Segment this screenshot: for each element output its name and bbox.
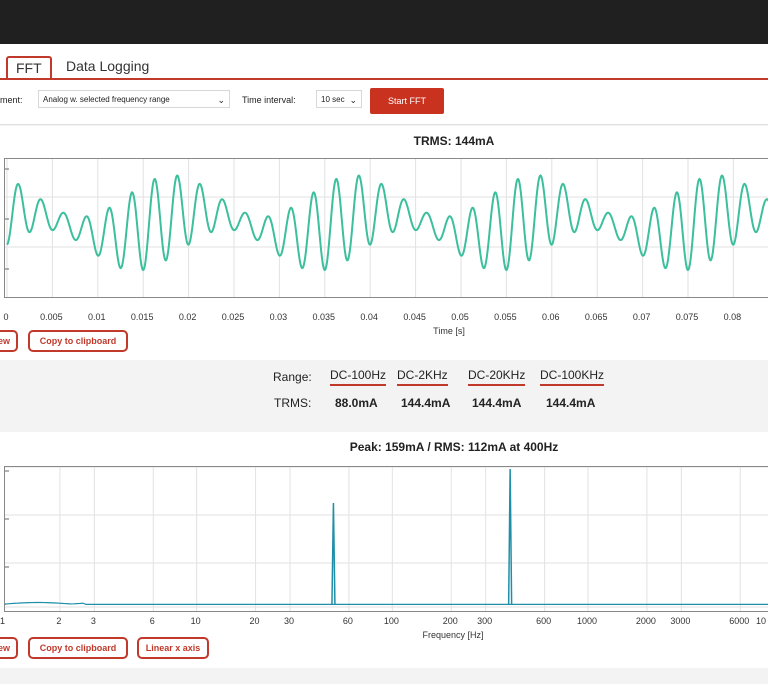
- waveform-series-line: [6, 174, 768, 272]
- time-interval-label: Time interval:: [242, 95, 296, 105]
- spectrum-plot: [4, 466, 768, 612]
- x-tick-label: 3000: [670, 616, 691, 626]
- x-tick-label: 3: [90, 616, 96, 626]
- x-tick-label: 0.02: [178, 312, 197, 322]
- chevron-down-icon: ⌄: [349, 95, 357, 105]
- time-interval-select-value: 10 sec: [321, 95, 345, 104]
- spectrum-peak: [507, 468, 513, 606]
- start-fft-button[interactable]: Start FFT: [370, 88, 444, 114]
- chevron-down-icon: ⌄: [217, 95, 225, 105]
- measurement-select-value: Analog w. selected frequency range: [43, 95, 170, 104]
- x-tick-label: 0.005: [40, 312, 63, 322]
- measurement-label: ment:: [0, 95, 23, 105]
- x-tick-label: 200: [442, 616, 458, 626]
- x-tick-label: 0: [3, 312, 9, 322]
- x-tick-label: 0.065: [584, 312, 608, 322]
- spectrum-baseline: [4, 601, 768, 605]
- x-tick-label: 0.05: [451, 312, 469, 322]
- x-tick-label: 6000: [729, 616, 750, 626]
- x-tick-label: 10: [756, 616, 767, 626]
- tab-data-logging[interactable]: Data Logging: [66, 58, 150, 74]
- x-tick-label: 10: [190, 616, 201, 626]
- x-tick-label: 0.055: [494, 312, 517, 322]
- x-tick-label: 20: [249, 616, 260, 626]
- x-tick-label: 0.045: [403, 312, 426, 322]
- trms-row-label: TRMS:: [274, 396, 312, 410]
- linear-x-axis-button[interactable]: Linear x axis: [137, 637, 209, 659]
- x-tick-label: 30: [284, 616, 295, 626]
- range-header: DC-2KHz: [397, 368, 448, 386]
- tab-underline: [0, 78, 768, 80]
- trms-value: 88.0mA: [335, 396, 378, 410]
- range-header: DC-100Hz: [330, 368, 387, 386]
- view-button[interactable]: ew: [0, 330, 18, 352]
- waveform-title: TRMS: 144mA: [413, 134, 495, 148]
- range-row-label: Range:: [273, 370, 312, 384]
- x-tick-label: 0.07: [632, 312, 651, 322]
- time-interval-select[interactable]: 10 sec ⌄: [316, 90, 362, 108]
- x-tick-label: 100: [383, 616, 399, 626]
- x-tick-label: 2: [56, 616, 62, 626]
- x-tick-label: 0.035: [312, 312, 336, 322]
- x-tick-label: 6: [149, 616, 155, 626]
- waveform-x-title: Time [s]: [433, 326, 465, 336]
- x-tick-label: 2000: [635, 616, 656, 626]
- window-top-bar: [0, 0, 768, 44]
- spectrum-title: Peak: 159mA / RMS: 112mA at 400Hz: [349, 440, 559, 454]
- x-tick-label: 0.08: [723, 312, 742, 322]
- x-tick-label: 1: [0, 616, 6, 626]
- x-tick-label: 60: [342, 616, 353, 626]
- x-tick-label: 300: [477, 616, 493, 626]
- x-tick-label: 0.075: [675, 312, 699, 322]
- waveform-plot: [4, 158, 768, 298]
- range-header: DC-100KHz: [540, 368, 605, 386]
- spectrum-x-title: Frequency [Hz]: [422, 630, 484, 640]
- waveform-panel: TRMS: 144mA 0 0.005 0.01 0.015 0.02 0.025 0.03…: [0, 126, 768, 360]
- trms-value: 144.4mA: [546, 396, 596, 410]
- trms-value: 144.4mA: [472, 396, 522, 410]
- tab-bar: FFT Data Logging: [0, 44, 768, 80]
- tab-fft[interactable]: FFT: [6, 56, 52, 78]
- x-tick-label: 0.015: [130, 312, 154, 322]
- x-tick-label: 0.025: [221, 312, 245, 322]
- app-window: FFT Data Logging ment: Analog w. selecte…: [0, 44, 768, 684]
- copy-to-clipboard-button[interactable]: Copy to clipboard: [28, 330, 128, 352]
- measurement-select[interactable]: Analog w. selected frequency range ⌄: [38, 90, 230, 108]
- spectrum-chart: [4, 466, 768, 611]
- x-tick-label: 0.03: [269, 312, 288, 322]
- spectrum-peak: [331, 502, 336, 606]
- trms-value: 144.4mA: [401, 396, 451, 410]
- range-header: DC-20KHz: [468, 368, 526, 386]
- copy-to-clipboard-button[interactable]: Copy to clipboard: [28, 637, 128, 659]
- spectrum-panel: Peak: 159mA / RMS: 112mA at 400Hz 1 2 3 6 10…: [0, 432, 768, 668]
- toolbar: ment: Analog w. selected frequency range…: [0, 80, 768, 125]
- waveform-chart: [5, 159, 768, 297]
- x-tick-label: 600: [536, 616, 552, 626]
- x-tick-label: 0.04: [360, 312, 378, 322]
- x-tick-label: 0.06: [542, 312, 560, 322]
- view-button[interactable]: ew: [0, 637, 18, 659]
- x-tick-label: 0.01: [88, 312, 106, 322]
- x-tick-label: 1000: [576, 616, 598, 626]
